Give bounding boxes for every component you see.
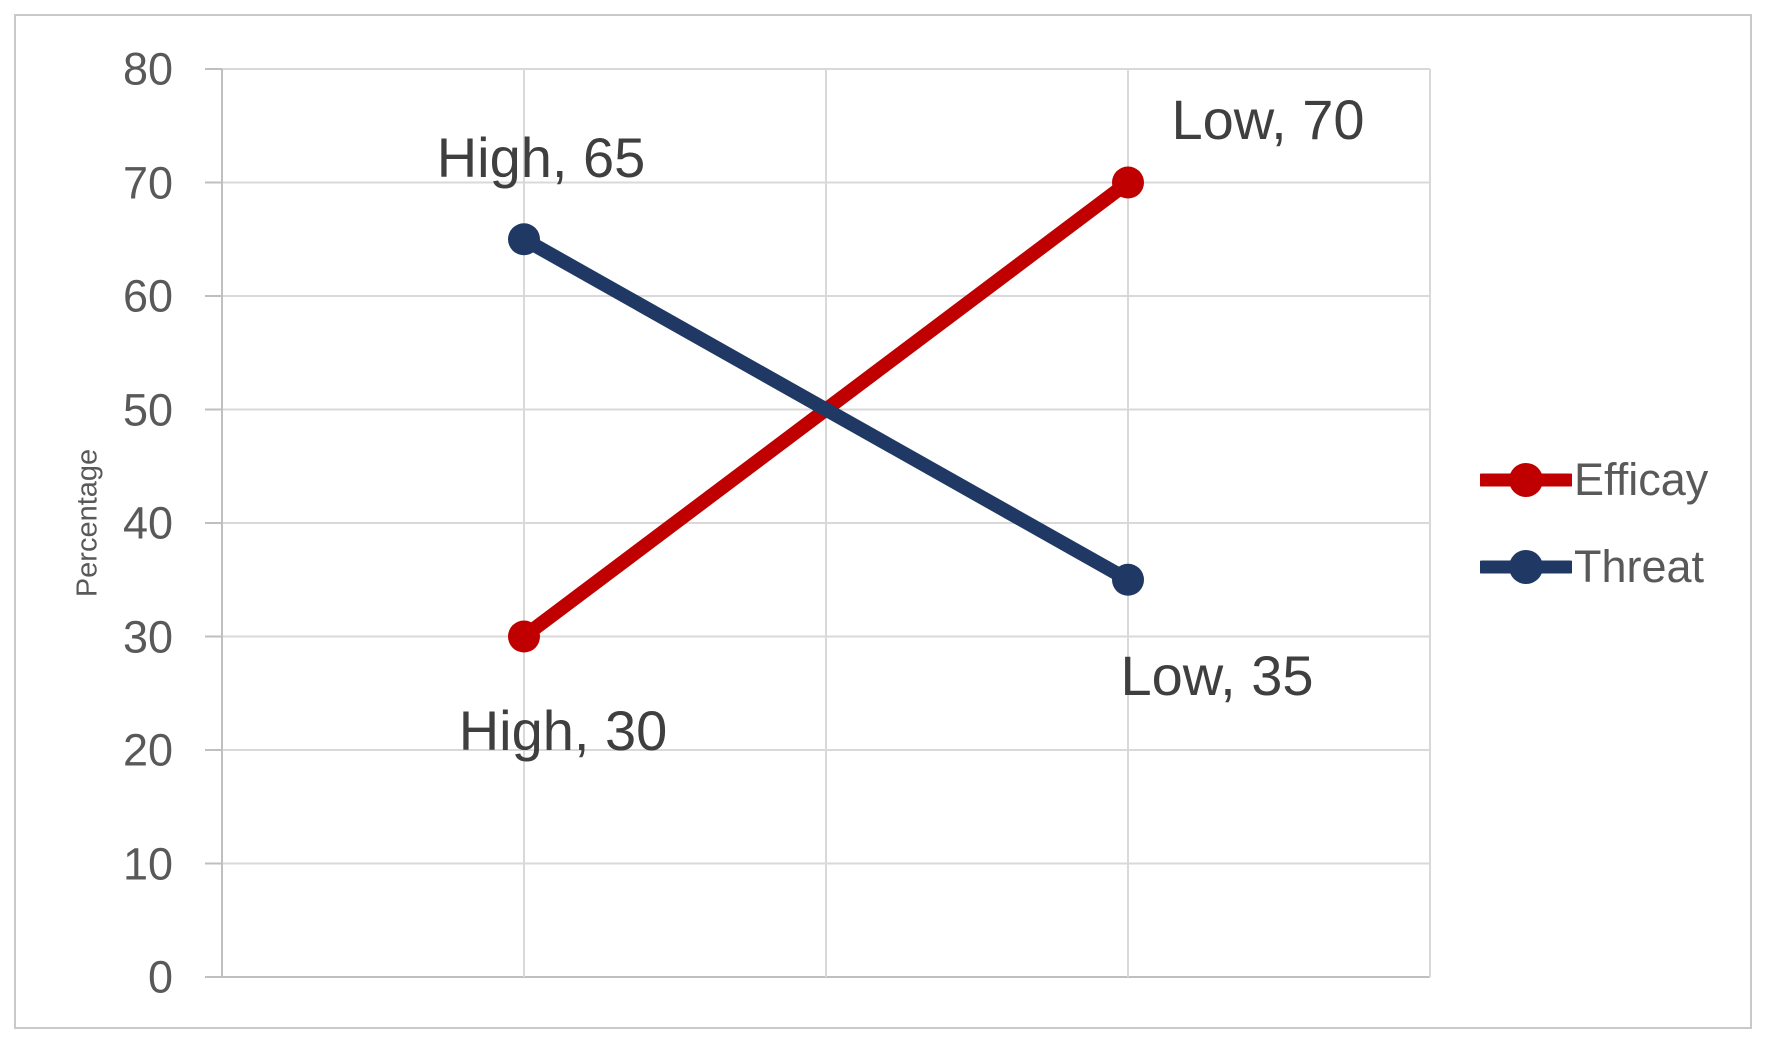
plot-area: 0 10 20 30 40 50 60 70 80 High, 30 Low, 70 High, 65… <box>123 47 1431 1000</box>
y-tick-label: 80 <box>122 43 173 95</box>
y-tick-label: 70 <box>122 157 173 208</box>
legend-item-threat: Threat <box>1480 523 1708 610</box>
y-tick-label: 0 <box>147 951 173 1003</box>
legend-label: Threat <box>1574 540 1705 592</box>
legend-item-efficay: Efficay <box>1480 436 1708 523</box>
y-tick-label: 40 <box>122 497 173 549</box>
series-line-threat <box>517 232 1135 587</box>
data-point-marker <box>508 223 540 256</box>
y-tick-label: 10 <box>122 838 173 889</box>
y-tick-label: 30 <box>122 611 173 662</box>
data-point-marker <box>508 620 540 653</box>
data-point-marker <box>1112 563 1144 596</box>
data-label: Low, 70 <box>1171 87 1365 151</box>
legend-label: Efficay <box>1574 453 1709 505</box>
y-tick-label: 20 <box>122 724 173 776</box>
legend: Efficay Threat <box>1480 436 1708 610</box>
legend-marker-icon <box>1480 549 1572 584</box>
data-point-marker <box>1112 166 1144 199</box>
y-tick-label: 50 <box>122 384 173 435</box>
data-label: High, 30 <box>458 698 668 762</box>
y-tick-label: 60 <box>122 270 173 322</box>
legend-marker-icon <box>1480 462 1572 497</box>
data-label: Low, 35 <box>1120 643 1314 707</box>
data-label: High, 65 <box>436 126 646 190</box>
chart-canvas <box>205 68 1431 978</box>
